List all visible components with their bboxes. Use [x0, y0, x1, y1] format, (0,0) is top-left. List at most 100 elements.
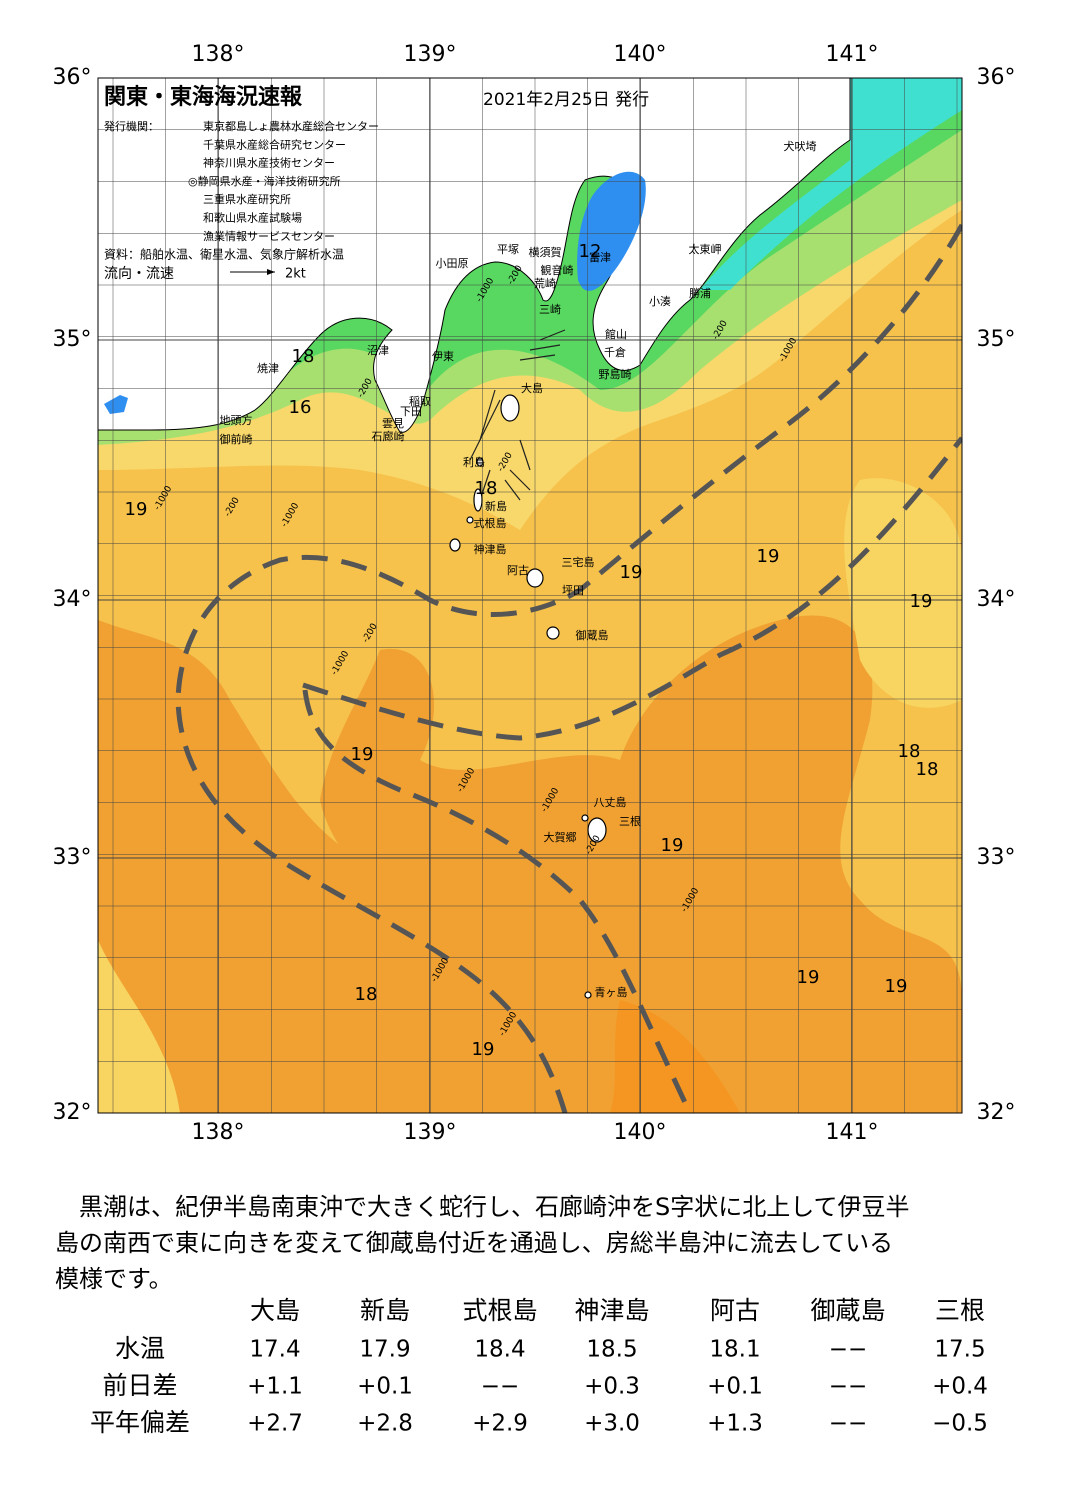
lon-label: 140° — [614, 1120, 667, 1145]
lon-label: 138° — [192, 1120, 245, 1145]
place-name: 富津 — [589, 250, 611, 264]
table-cell: +2.7 — [247, 1411, 303, 1437]
table-cell: −− — [829, 1374, 868, 1400]
lat-label: 36° — [53, 65, 92, 90]
place-name: 大島 — [521, 381, 543, 395]
map-title: 関東・東海海況速報 — [104, 84, 303, 110]
description-line: 島の南西で東に向きを変えて御蔵島付近を通過し、房総半島沖に流去している — [55, 1229, 893, 1257]
place-name: 犬吠埼 — [784, 139, 817, 153]
place-name: 小田原 — [436, 257, 469, 270]
table-header: 式根島 — [462, 1296, 537, 1325]
lat-label: 34° — [977, 587, 1016, 612]
temperature-label: 19 — [661, 835, 684, 856]
temperature-label: 18 — [916, 759, 939, 780]
grid — [98, 78, 962, 1113]
current-arrows — [469, 329, 566, 501]
table-cell: −− — [829, 1411, 868, 1437]
place-name: 観音崎 — [541, 263, 574, 277]
place-name: 荒崎 — [534, 276, 556, 290]
table-header: 大島 — [250, 1296, 300, 1325]
warm-water — [98, 620, 600, 1113]
publisher: 神奈川県水産技術センター — [203, 156, 335, 170]
place-name: 利島 — [463, 455, 485, 469]
place-name: 千倉 — [604, 345, 626, 359]
table-header: 阿古 — [710, 1296, 760, 1325]
data-source: 資料：船舶水温、衛星水温、気象庁解析水温 — [104, 247, 344, 262]
place-name: 三根 — [619, 814, 641, 828]
lat-label: 35° — [977, 327, 1016, 352]
temperature-label: 19 — [910, 591, 933, 612]
table-cell: 18.4 — [474, 1337, 525, 1363]
place-name: 神津島 — [474, 542, 507, 556]
place-name: 稲取 — [409, 395, 431, 408]
description-line: 黒潮は、紀伊半島南東沖で大きく蛇行し、石廊崎沖をS字状に北上して伊豆半 — [55, 1193, 910, 1221]
publisher: 東京都島しょ農林水産総合センター — [203, 119, 379, 133]
lon-label: 138° — [192, 42, 245, 67]
table-cell: 18.5 — [586, 1337, 637, 1363]
lat-label: 32° — [53, 1100, 92, 1125]
lat-label: 34° — [53, 587, 92, 612]
temperature-label: 19 — [620, 562, 643, 583]
legend-label: 流向・流速 — [104, 266, 174, 282]
place-name: 石廊崎 — [372, 429, 405, 443]
issue-date: 2021年2月25日 発行 — [483, 90, 649, 110]
temperature-label: 18 — [475, 478, 498, 499]
place-name: 八丈島 — [594, 795, 627, 809]
table-header: 神津島 — [574, 1296, 649, 1325]
lat-label: 36° — [977, 65, 1016, 90]
lat-label: 32° — [977, 1100, 1016, 1125]
place-name: 雲見 — [382, 417, 404, 430]
table-header: 三根 — [935, 1296, 985, 1325]
temperature-label: 18 — [292, 346, 315, 367]
place-name: 焼津 — [257, 362, 279, 375]
table-cell: +3.0 — [584, 1411, 640, 1437]
table-header: 御蔵島 — [810, 1296, 885, 1325]
lon-label: 139° — [404, 42, 457, 67]
table-cell: −0.5 — [932, 1411, 988, 1437]
lon-label: 141° — [826, 1120, 879, 1145]
land — [98, 78, 851, 433]
lat-label: 33° — [977, 845, 1016, 870]
temperature-label: 18 — [355, 984, 378, 1005]
table-cell: +2.8 — [357, 1411, 413, 1437]
publisher: 漁業情報サービスセンター — [203, 229, 335, 243]
table-cell: +0.4 — [932, 1374, 988, 1400]
place-name: 三崎 — [539, 302, 561, 316]
table-cell: −− — [829, 1337, 868, 1363]
table-cell: +0.1 — [357, 1374, 413, 1400]
temperature-label: 19 — [797, 967, 820, 988]
place-name: 小湊 — [649, 294, 671, 308]
place-name: 沼津 — [367, 343, 389, 357]
kuroshio-path — [175, 223, 962, 1113]
table-cell: 18.1 — [709, 1337, 760, 1363]
publisher: 和歌山県水産試験場 — [203, 211, 302, 225]
temperature-label: 16 — [289, 397, 312, 418]
temperature-label: 19 — [351, 744, 374, 765]
lon-label: 140° — [614, 42, 667, 67]
table-cell: −− — [481, 1374, 520, 1400]
description-line: 模様です。 — [55, 1265, 173, 1293]
warm-core — [610, 1000, 740, 1113]
table-cell: +0.1 — [707, 1374, 763, 1400]
warm-water — [320, 615, 962, 1113]
publisher: 千葉県水産総合研究センター — [203, 137, 346, 151]
table-cell: +2.9 — [472, 1411, 528, 1437]
cool-water — [844, 478, 962, 708]
islands — [449, 394, 607, 999]
map-area — [98, 78, 962, 1113]
place-name: 館山 — [605, 327, 627, 341]
cold-water — [700, 78, 962, 290]
row-label: 水温 — [115, 1334, 165, 1363]
place-name: 下田 — [400, 405, 422, 418]
lon-label: 139° — [404, 1120, 457, 1145]
place-name: 青ヶ島 — [595, 985, 628, 999]
tokyo-bay — [577, 171, 646, 291]
table-cell: +1.3 — [707, 1411, 763, 1437]
table-cell: +0.3 — [584, 1374, 640, 1400]
place-name: 横須賀 — [529, 245, 562, 259]
place-name: 御蔵島 — [576, 628, 609, 642]
place-name: 坪田 — [562, 584, 584, 597]
place-name: 地頭方 — [220, 413, 253, 427]
temperature-label: 19 — [885, 976, 908, 997]
